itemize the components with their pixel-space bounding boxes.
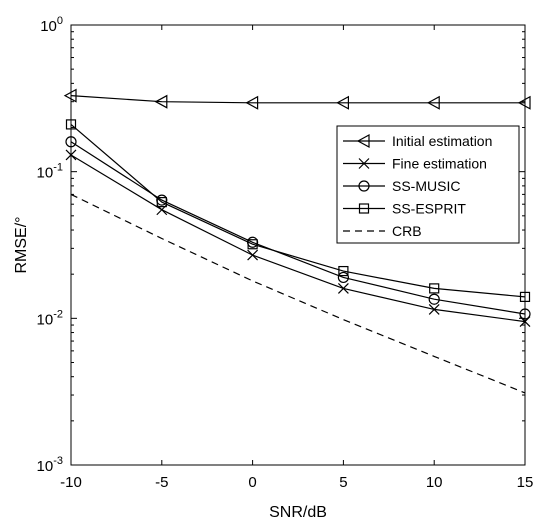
plot-background <box>71 25 525 465</box>
y-tick-label-3: 100 <box>40 15 63 35</box>
legend: Initial estimation Fine estimation SS-MUSI… <box>336 125 520 244</box>
data-point-3-3 <box>338 265 349 277</box>
x-axis-label: SNR/dB <box>269 504 327 521</box>
legend-label-3: SS-ESPRIT <box>392 201 466 217</box>
data-point-0-1 <box>154 94 168 109</box>
data-point-2-3 <box>337 271 349 284</box>
series-line-3 <box>70 123 526 298</box>
y-axis-label: RMSE/° <box>13 216 30 273</box>
legend-label-4: CRB <box>392 223 422 239</box>
legend-marker-0 <box>356 133 370 149</box>
data-point-3-2 <box>247 239 258 250</box>
y-tick-label-0: 10-3 <box>37 455 63 475</box>
data-point-0-3 <box>336 95 349 110</box>
series-line-4 <box>70 193 526 394</box>
x-tick-label-2: 0 <box>248 474 256 491</box>
data-point-3-1 <box>156 197 167 208</box>
data-point-1-4 <box>428 304 440 315</box>
y-tick-label-2: 10-1 <box>37 162 63 182</box>
x-axis-ticks: -10 -5 0 5 10 15 <box>60 25 533 491</box>
data-point-0-2 <box>245 95 259 110</box>
series-4 <box>70 193 526 394</box>
series-line-2 <box>70 141 526 315</box>
series-line-0 <box>70 95 525 104</box>
legend-label-0: Initial estimation <box>392 133 492 149</box>
y-tick-label-1: 10-2 <box>37 308 63 328</box>
x-tick-label-5: 15 <box>517 474 534 491</box>
series-line-1 <box>70 154 526 323</box>
legend-marker-3 <box>358 203 370 214</box>
plot-frame <box>70 24 526 466</box>
legend-marker-2 <box>358 180 370 192</box>
legend-label-2: SS-MUSIC <box>392 178 460 194</box>
legend-label-1: Fine estimation <box>392 156 487 172</box>
legend-marker-1 <box>358 158 370 169</box>
y-axis-ticks: 10-3 10-2 10-1 100 <box>37 15 525 475</box>
x-tick-label-3: 5 <box>339 474 347 491</box>
data-point-2-4 <box>428 293 440 305</box>
data-point-1-2 <box>247 249 259 261</box>
x-tick-label-0: -10 <box>60 474 82 491</box>
x-tick-label-4: 10 <box>426 474 443 491</box>
x-tick-label-1: -5 <box>155 474 168 491</box>
data-point-1-3 <box>337 282 349 294</box>
data-point-3-4 <box>429 283 440 294</box>
data-point-0-4 <box>426 95 440 110</box>
